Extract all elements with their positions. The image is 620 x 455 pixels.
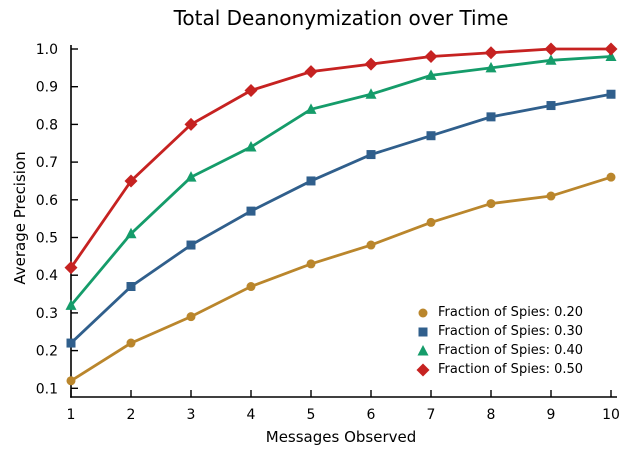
data-point-marker xyxy=(186,240,196,250)
data-point-marker xyxy=(605,50,617,62)
x-tick-label: 9 xyxy=(547,407,556,423)
y-tick-label: 0.1 xyxy=(36,381,58,397)
data-point-marker xyxy=(486,199,496,209)
y-tick-label: 0.4 xyxy=(36,268,58,284)
data-point-marker xyxy=(425,69,437,80)
data-point-marker xyxy=(365,88,377,99)
series-line-3 xyxy=(69,47,611,269)
legend: Fraction of Spies: 0.20 Fraction of Spies… xyxy=(410,303,583,379)
data-point-marker xyxy=(66,376,76,386)
data-point-marker xyxy=(606,172,616,182)
y-tick-label: 0.2 xyxy=(36,344,58,360)
data-point-marker xyxy=(306,176,316,186)
y-tick-label: 0.6 xyxy=(36,193,58,209)
x-tick-label: 1 xyxy=(67,407,76,423)
data-point-marker xyxy=(186,312,196,322)
data-point-marker xyxy=(546,191,556,201)
legend-triangle-icon xyxy=(417,344,429,355)
data-point-marker xyxy=(546,101,556,111)
data-point-marker xyxy=(364,57,378,71)
legend-marker-shape xyxy=(418,327,428,336)
legend-marker-shape xyxy=(417,344,429,355)
data-point-marker xyxy=(126,338,136,348)
data-point-marker xyxy=(304,65,318,79)
data-point-marker xyxy=(604,42,618,56)
chart-title: Total Deanonymization over Time xyxy=(173,6,509,30)
legend-item: Fraction of Spies: 0.40 xyxy=(410,341,583,360)
data-point-marker xyxy=(185,171,197,182)
x-tick-label: 6 xyxy=(367,407,376,423)
data-point-marker xyxy=(484,46,498,60)
x-tick-label: 5 xyxy=(307,407,316,423)
series-line-2 xyxy=(69,55,612,307)
data-point-marker xyxy=(244,83,258,97)
data-point-marker xyxy=(246,282,256,292)
series-line-0 xyxy=(70,175,612,382)
legend-label: Fraction of Spies: 0.40 xyxy=(438,343,584,358)
data-point-marker xyxy=(246,206,256,216)
legend-label: Fraction of Spies: 0.50 xyxy=(438,362,584,377)
legend-label: Fraction of Spies: 0.30 xyxy=(438,324,584,339)
data-point-marker xyxy=(486,112,496,122)
legend-marker-shape xyxy=(416,363,430,376)
data-point-marker xyxy=(545,54,557,65)
x-tick-label: 10 xyxy=(602,407,620,423)
data-point-marker xyxy=(124,174,138,188)
legend-item: Fraction of Spies: 0.50 xyxy=(410,360,583,379)
data-point-marker xyxy=(426,131,436,141)
data-point-marker xyxy=(606,89,616,99)
data-point-marker xyxy=(305,103,317,114)
data-point-marker xyxy=(544,42,558,56)
series-line-1 xyxy=(70,92,612,345)
data-point-marker xyxy=(184,117,198,131)
data-point-marker xyxy=(366,150,376,160)
y-tick-label: 0.5 xyxy=(36,231,58,247)
data-point-marker xyxy=(245,141,257,152)
data-point-marker xyxy=(424,50,438,64)
x-tick-label: 8 xyxy=(487,407,496,423)
data-point-marker xyxy=(64,261,78,275)
y-tick-label: 0.9 xyxy=(36,80,58,96)
data-point-marker xyxy=(65,299,77,310)
legend-diamond-icon xyxy=(416,363,430,376)
legend-marker-shape xyxy=(418,308,428,317)
x-axis-label: Messages Observed xyxy=(265,428,417,446)
data-point-marker xyxy=(485,61,497,73)
x-tick-label: 2 xyxy=(127,407,136,423)
y-tick-label: 0.3 xyxy=(36,306,58,322)
data-point-marker xyxy=(66,338,76,348)
legend-circle-icon xyxy=(418,308,428,317)
data-point-marker xyxy=(306,259,316,269)
data-point-marker xyxy=(366,240,376,250)
y-tick-label: 0.8 xyxy=(36,117,58,133)
legend-item: Fraction of Spies: 0.30 xyxy=(410,322,583,341)
legend-label: Fraction of Spies: 0.20 xyxy=(438,305,584,320)
x-tick-label: 4 xyxy=(247,407,256,423)
data-point-marker xyxy=(125,227,137,239)
y-tick-label: 1.0 xyxy=(36,42,58,58)
x-tick-label: 7 xyxy=(427,407,436,423)
data-point-marker xyxy=(426,217,436,227)
legend-square-icon xyxy=(418,327,428,336)
x-tick-label: 3 xyxy=(187,407,196,423)
legend-item: Fraction of Spies: 0.20 xyxy=(410,303,583,322)
y-tick-label: 0.7 xyxy=(36,155,58,171)
data-point-marker xyxy=(126,282,136,292)
